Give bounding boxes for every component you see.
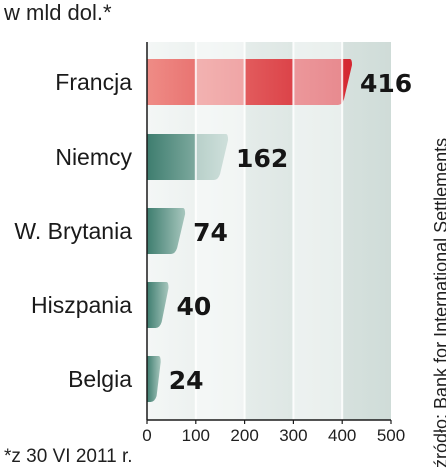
x-tick-label: 500 bbox=[377, 426, 405, 445]
source-note: źródło: Bank for International Settlemen… bbox=[431, 137, 446, 468]
x-axis: 0 100 200 300 400 500 bbox=[142, 42, 405, 445]
x-tick-label: 300 bbox=[279, 426, 307, 445]
category-label: W. Brytania bbox=[14, 218, 132, 244]
x-tick-label: 100 bbox=[182, 426, 210, 445]
value-label: 416 bbox=[360, 69, 412, 98]
grid-band bbox=[293, 42, 343, 420]
value-label: 74 bbox=[193, 218, 228, 247]
bar bbox=[147, 282, 169, 328]
category-label: Belgia bbox=[68, 366, 132, 392]
bar bbox=[147, 356, 161, 402]
labels: Francja 416 Niemcy 162 W. Brytania 74 Hiszpani… bbox=[14, 69, 412, 395]
value-label: 162 bbox=[236, 144, 288, 173]
unit-label: w mld dol.* bbox=[4, 0, 112, 25]
x-tick-label: 400 bbox=[328, 426, 356, 445]
bar bbox=[147, 134, 229, 180]
x-tick-label: 0 bbox=[142, 426, 151, 445]
value-label: 40 bbox=[177, 292, 212, 321]
bar bbox=[147, 59, 353, 105]
bar bbox=[147, 208, 186, 254]
category-label: Hiszpania bbox=[31, 292, 132, 318]
x-tick-label: 200 bbox=[230, 426, 258, 445]
category-label: Francja bbox=[55, 69, 132, 95]
gridlines bbox=[194, 42, 344, 420]
grid-band bbox=[195, 42, 245, 420]
value-label: 24 bbox=[169, 366, 204, 395]
footnote: *z 30 VI 2011 r. bbox=[4, 446, 133, 467]
bars bbox=[147, 59, 353, 402]
category-label: Niemcy bbox=[55, 144, 132, 170]
